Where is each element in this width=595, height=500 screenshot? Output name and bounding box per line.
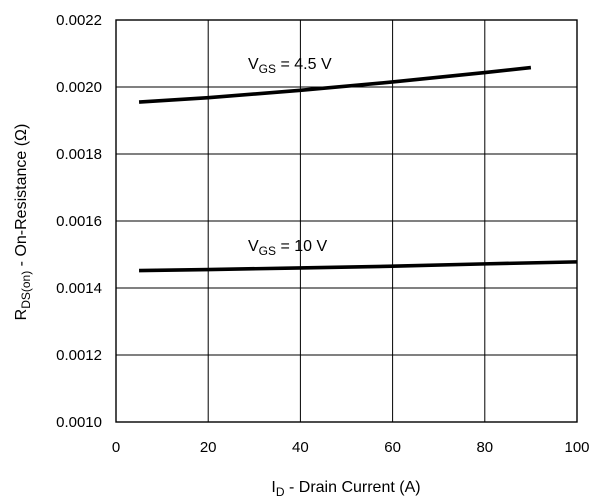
x-tick-label: 0: [112, 439, 120, 456]
x-tick-label: 40: [292, 439, 309, 456]
y-tick-label: 0.0018: [56, 146, 102, 163]
y-tick-label: 0.0020: [56, 79, 102, 96]
plot-frame: [115, 19, 578, 423]
y-axis-label: RDS(on) - On-Resistance (Ω): [13, 124, 33, 321]
series-labels: VGS = 4.5 V VGS = 10 V: [248, 56, 332, 258]
y-tick-labels: 0.0010 0.0012 0.0014 0.0016 0.0018 0.0020 0.00…: [56, 12, 102, 431]
series-line: [138, 65, 532, 104]
y-tick-label: 0.0022: [56, 12, 102, 29]
y-tick-label: 0.0016: [56, 213, 102, 230]
x-tick-label: 60: [384, 439, 401, 456]
series-line: [139, 260, 578, 273]
x-tick-labels: 0 20 40 60 80 100: [112, 439, 590, 456]
x-tick-label: 100: [564, 439, 589, 456]
series-lines: [138, 65, 578, 273]
x-axis-label: ID - Drain Current (A): [271, 479, 420, 499]
series-label: VGS = 4.5 V: [248, 56, 332, 76]
y-tick-label: 0.0012: [56, 347, 102, 364]
x-tick-label: 80: [476, 439, 493, 456]
grid-lines: [115, 19, 578, 423]
series-label: VGS = 10 V: [248, 238, 327, 258]
y-tick-label: 0.0014: [56, 280, 102, 297]
x-tick-label: 20: [200, 439, 217, 456]
y-tick-label: 0.0010: [56, 414, 102, 431]
